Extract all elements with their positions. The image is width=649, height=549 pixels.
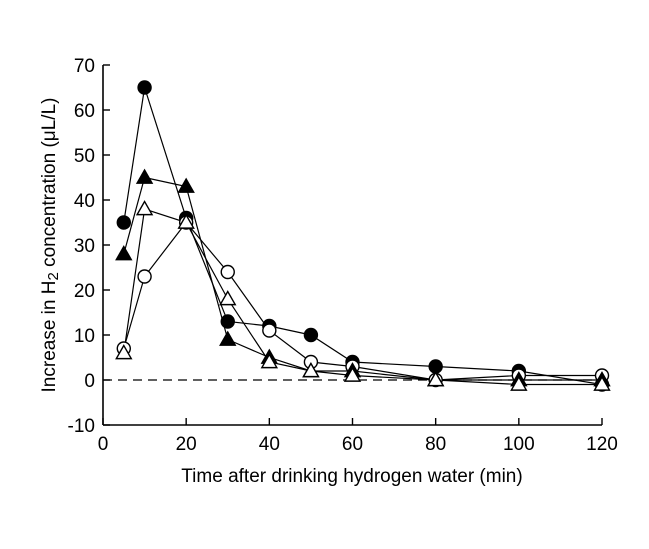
data-point-filled-circle (116, 215, 131, 230)
y-tick-label: 60 (74, 101, 95, 122)
x-tick-label: 20 (176, 434, 197, 455)
data-point-filled-triangle (135, 168, 154, 184)
x-axis-label: Time after drinking hydrogen water (min) (181, 466, 522, 487)
y-tick-label: 0 (84, 371, 95, 392)
data-point-open-triangle (135, 200, 154, 216)
series-line-filled-circle (123, 87, 603, 386)
series-line-open-circle (123, 221, 602, 381)
y-tick-label: 10 (74, 326, 95, 347)
data-point-open-triangle (343, 366, 362, 382)
y-tick-label: 50 (74, 146, 95, 167)
data-point-open-triangle (302, 362, 320, 378)
data-point-filled-triangle (219, 330, 237, 346)
data-point-open-triangle (260, 353, 279, 369)
y-tick-label: -10 (68, 416, 95, 437)
y-tick-label: 20 (74, 281, 95, 302)
data-point-filled-circle (137, 80, 152, 95)
y-axis-label-suffix: concentration (μL/L) (39, 98, 60, 273)
data-point-open-triangle (219, 290, 237, 306)
data-point-open-triangle (115, 344, 133, 360)
data-point-open-triangle (426, 371, 445, 387)
y-axis-label: Increase in H2 concentration (μL/L) (39, 98, 62, 393)
y-tick-label: 30 (74, 236, 95, 257)
data-point-open-circle (262, 323, 277, 338)
y-tick-label: 40 (74, 191, 95, 212)
data-point-open-circle (220, 264, 235, 280)
x-tick-label: 120 (586, 434, 618, 455)
x-tick-label: 60 (342, 434, 363, 455)
data-point-open-triangle (593, 375, 611, 391)
data-point-filled-triangle (177, 177, 195, 193)
x-tick-label: 0 (98, 434, 109, 455)
y-axis-label-prefix: Increase in H (39, 281, 60, 393)
x-tick-label: 40 (259, 434, 280, 455)
x-tick-label: 100 (503, 434, 535, 455)
x-tick-label: 80 (425, 434, 446, 455)
data-point-filled-circle (220, 314, 235, 329)
data-point-filled-circle (303, 327, 319, 343)
series-line-filled-triangle (123, 176, 602, 381)
data-point-open-triangle (177, 213, 195, 229)
series-layer (115, 80, 611, 392)
data-point-open-triangle (510, 375, 528, 391)
series-line-open-triangle (123, 208, 602, 386)
data-point-open-circle (137, 269, 152, 284)
data-point-filled-triangle (115, 245, 133, 261)
y-axis-label-subscript: 2 (45, 272, 62, 280)
data-point-filled-circle (428, 359, 443, 374)
y-tick-label: 70 (74, 56, 95, 77)
